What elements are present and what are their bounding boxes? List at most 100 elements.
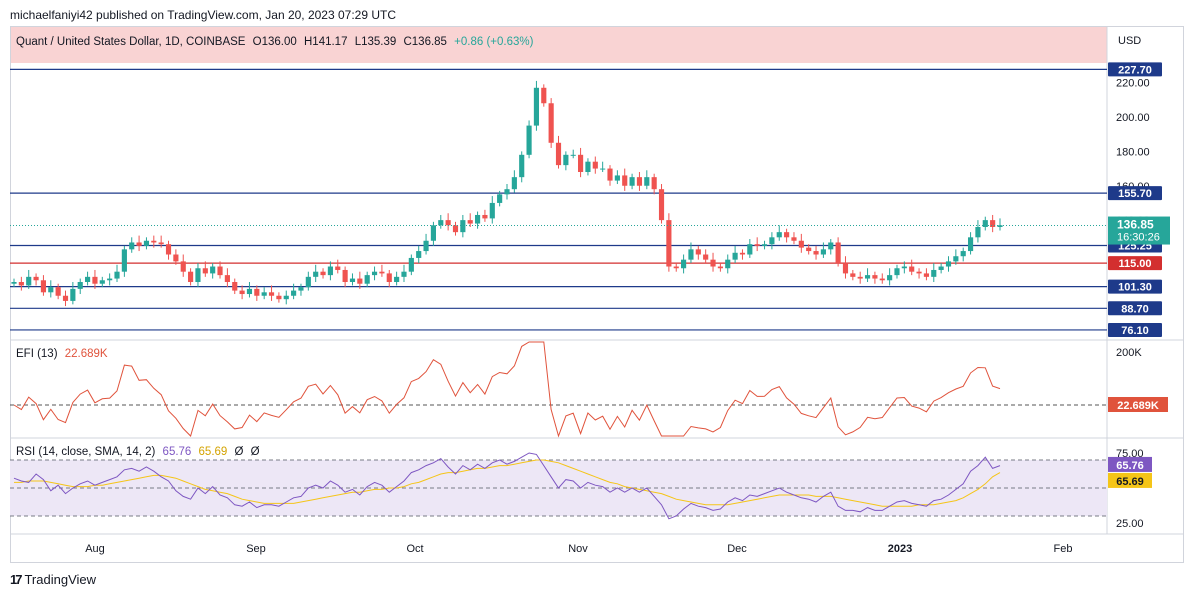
- candle-body: [717, 266, 723, 269]
- candle-body: [114, 271, 120, 279]
- candle-body: [371, 271, 378, 276]
- candle-body: [121, 249, 127, 272]
- candle-body: [511, 177, 517, 190]
- candle-body: [224, 275, 230, 282]
- candle-body: [688, 249, 694, 260]
- candle-body: [519, 154, 525, 178]
- candle-body: [254, 288, 260, 296]
- candle-body: [894, 268, 900, 276]
- candle-body: [55, 287, 61, 296]
- candle-body: [600, 168, 606, 170]
- candle-body: [158, 242, 164, 245]
- candle-body: [526, 125, 532, 155]
- candle-body: [960, 251, 966, 257]
- candle-body: [438, 220, 444, 226]
- candle-body: [305, 276, 311, 288]
- candle-body: [77, 282, 83, 289]
- candle-body: [732, 252, 738, 260]
- candle-body: [622, 175, 628, 186]
- last-price-label: 136.85: [1117, 218, 1154, 232]
- candle-body: [136, 242, 142, 246]
- level-tag-label: 115.00: [1118, 258, 1151, 270]
- candle-body: [629, 177, 635, 186]
- candle-body: [394, 276, 400, 282]
- candle-body: [489, 202, 495, 219]
- candle-body: [923, 273, 929, 277]
- rsi-tick-label: 25.00: [1116, 518, 1144, 530]
- candle-body: [614, 175, 620, 181]
- candle-body: [997, 225, 1003, 227]
- price-tick-label: 200.00: [1116, 112, 1150, 124]
- level-tag: [1108, 256, 1162, 271]
- efi-value-tag: [1108, 397, 1168, 412]
- candle-body: [555, 142, 562, 166]
- level-tag: [1108, 279, 1162, 294]
- candle-body: [151, 240, 157, 243]
- x-tick-label: Aug: [85, 543, 105, 555]
- rsi-sma-line: [14, 459, 1001, 507]
- candle-body: [173, 254, 179, 262]
- rsi-label[interactable]: RSI (14, close, SMA, 14, 2): [16, 446, 156, 458]
- candle-body: [327, 266, 333, 276]
- rsi-extra2: Ø: [250, 446, 260, 458]
- candle-body: [776, 232, 782, 238]
- candle-body: [872, 275, 878, 279]
- candle-body: [379, 271, 385, 274]
- candle-body: [747, 244, 753, 255]
- candle-body: [202, 268, 208, 274]
- candle-body: [754, 244, 760, 246]
- symbol-title[interactable]: Quant / United States Dollar, 1D, COINBA…: [16, 36, 246, 48]
- candle-body: [165, 244, 172, 255]
- efi-label[interactable]: EFI (13): [16, 348, 58, 360]
- candle-body: [99, 280, 105, 284]
- level-tag-label: 227.70: [1118, 64, 1152, 76]
- level-tag: [1108, 301, 1162, 316]
- level-tag: [1108, 322, 1162, 337]
- candle-body: [592, 161, 598, 169]
- candle-body: [217, 266, 223, 276]
- footer-brand[interactable]: TradingView: [24, 572, 97, 587]
- level-tag-label: 76.10: [1121, 325, 1149, 337]
- price-tick-label: 180.00: [1116, 146, 1150, 158]
- candle-body: [497, 194, 503, 203]
- rsi-value: 65.76: [162, 446, 192, 458]
- x-tick-label: Oct: [406, 543, 423, 555]
- candle-body: [401, 271, 407, 277]
- candle-body: [195, 268, 201, 282]
- candle-body: [180, 261, 186, 272]
- candle-body: [533, 87, 540, 126]
- candle-body: [636, 177, 643, 186]
- last-price-tag: [1108, 216, 1170, 245]
- candle-body: [607, 168, 613, 181]
- candle-body: [879, 278, 885, 281]
- candle-body: [541, 87, 547, 104]
- x-tick-label: Sep: [246, 543, 266, 555]
- candle-body: [474, 214, 481, 224]
- candle-body: [806, 247, 812, 252]
- candle-body: [298, 287, 304, 291]
- candle-body: [651, 177, 657, 190]
- candle-body: [563, 154, 569, 166]
- candle-body: [313, 271, 319, 277]
- level-tag-label: 88.70: [1121, 303, 1149, 315]
- efi-legend: EFI (13) 22.689K: [16, 348, 112, 360]
- candle-body: [578, 154, 584, 172]
- candle-body: [268, 292, 275, 296]
- candle-body: [945, 261, 952, 267]
- price-tick-label: 220.00: [1116, 78, 1150, 90]
- candle-body: [11, 282, 17, 284]
- candle-body: [386, 273, 392, 282]
- candle-body: [62, 295, 69, 301]
- candle-body: [710, 259, 716, 267]
- legend-low: L135.39: [354, 36, 397, 48]
- chart-frame: [10, 26, 1184, 563]
- header-band: [11, 27, 1107, 63]
- candle-body: [357, 278, 363, 284]
- candle-body: [335, 266, 341, 270]
- candle-body: [33, 276, 39, 281]
- efi-value: 22.689K: [64, 348, 108, 360]
- legend-high: H141.17: [304, 36, 348, 48]
- candle-body: [570, 154, 576, 156]
- efi-tag-label: 22.689K: [1117, 400, 1159, 412]
- candle-body: [725, 259, 731, 269]
